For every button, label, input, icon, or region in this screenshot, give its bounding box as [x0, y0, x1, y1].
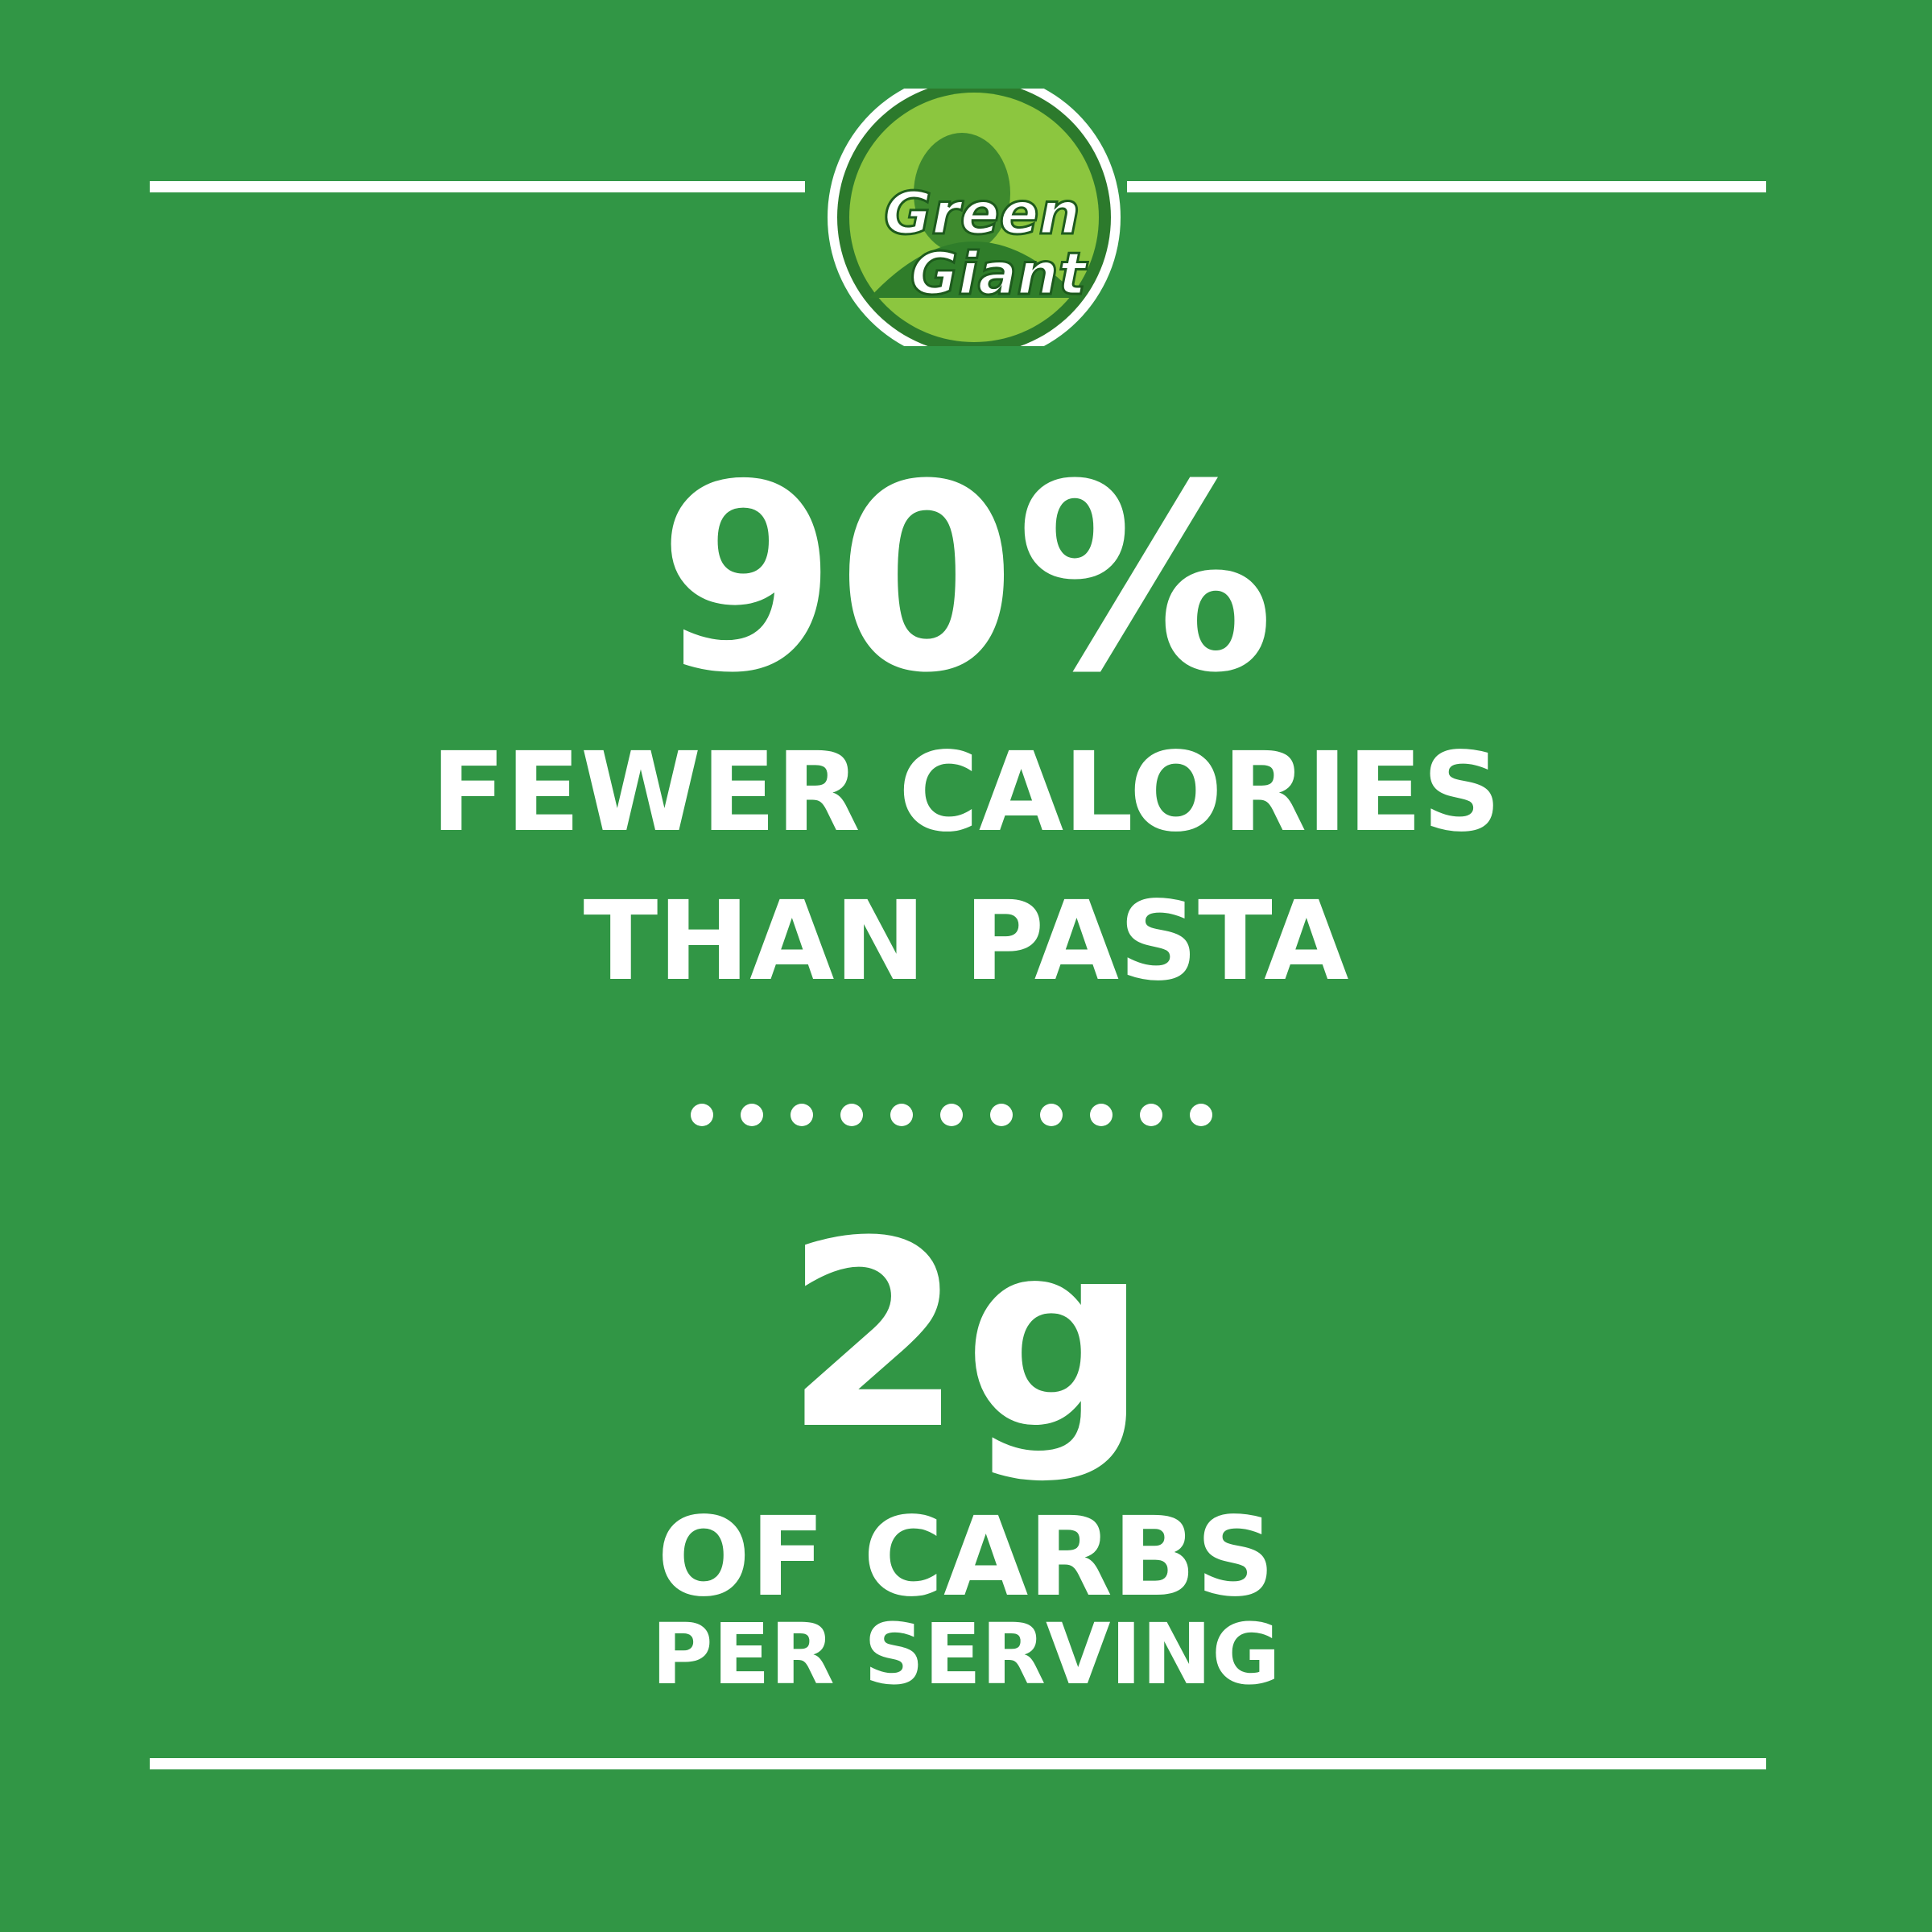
- dot-divider: [691, 1104, 1212, 1126]
- logo-text: Giant: [910, 240, 1088, 308]
- stat-text: FEWER CALORIES: [431, 729, 1501, 857]
- logo: Green Giant: [828, 89, 1121, 346]
- stat-text: OF CARBS: [657, 1494, 1275, 1621]
- stat-text: THAN PASTA: [583, 878, 1349, 1005]
- stat-text: PER SERVING: [651, 1605, 1281, 1703]
- rule: [1127, 181, 1766, 192]
- rule: [150, 181, 805, 192]
- stat-value: 90%: [658, 430, 1274, 729]
- logo-text: Green: [884, 180, 1080, 247]
- stat-value: 2g: [784, 1187, 1148, 1486]
- rule: [150, 1758, 1766, 1769]
